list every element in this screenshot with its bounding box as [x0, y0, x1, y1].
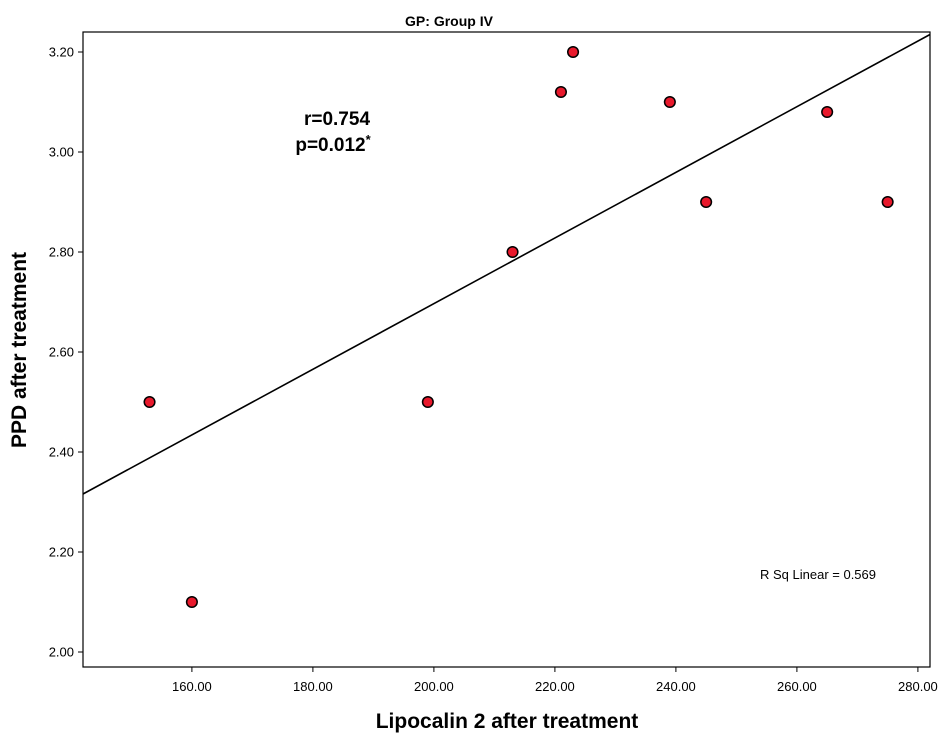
y-tick-label: 3.00: [49, 145, 74, 160]
y-tick-label: 2.20: [49, 545, 74, 560]
data-point: [567, 45, 580, 59]
data-point: [185, 595, 198, 609]
fit-line-group: [82, 33, 931, 495]
x-tick-label: 160.00: [172, 679, 212, 694]
y-tick-label: 2.60: [49, 345, 74, 360]
y-tick-label: 2.80: [49, 245, 74, 260]
chart-title: GP: Group IV: [405, 13, 494, 29]
x-axis-label: Lipocalin 2 after treatment: [376, 710, 639, 733]
regression-line: [82, 33, 931, 495]
data-point: [506, 245, 519, 259]
x-tick-label: 260.00: [777, 679, 817, 694]
y-tick-label: 2.00: [49, 645, 74, 660]
y-axis-label: PPD after treatment: [8, 252, 31, 448]
data-points: [143, 45, 894, 609]
p-value: p=0.012: [295, 135, 365, 156]
data-point: [554, 85, 568, 99]
data-point: [700, 195, 713, 209]
correlation-p: p=0.012*: [295, 132, 371, 156]
data-point: [821, 105, 834, 119]
correlation-r: r=0.754: [304, 109, 370, 130]
x-axis-ticks: 160.00 180.00 200.00 220.00 240.00 260.00 280.…: [172, 667, 938, 694]
y-tick-label: 3.20: [49, 45, 74, 60]
x-tick-label: 280.00: [898, 679, 938, 694]
x-tick-label: 180.00: [293, 679, 333, 694]
significance-mark: *: [366, 132, 372, 147]
plot-frame: [82, 31, 931, 668]
data-point: [881, 195, 894, 209]
data-point: [663, 95, 676, 109]
x-tick-label: 240.00: [656, 679, 696, 694]
x-tick-label: 200.00: [414, 679, 454, 694]
r-squared-label: R Sq Linear = 0.569: [760, 567, 876, 582]
y-axis-ticks: 2.00 2.20 2.40 2.60 2.80 3.00 3.20: [49, 45, 83, 660]
y-tick-label: 2.40: [49, 445, 74, 460]
data-point: [421, 395, 434, 409]
data-point: [143, 395, 156, 409]
x-tick-label: 220.00: [535, 679, 575, 694]
